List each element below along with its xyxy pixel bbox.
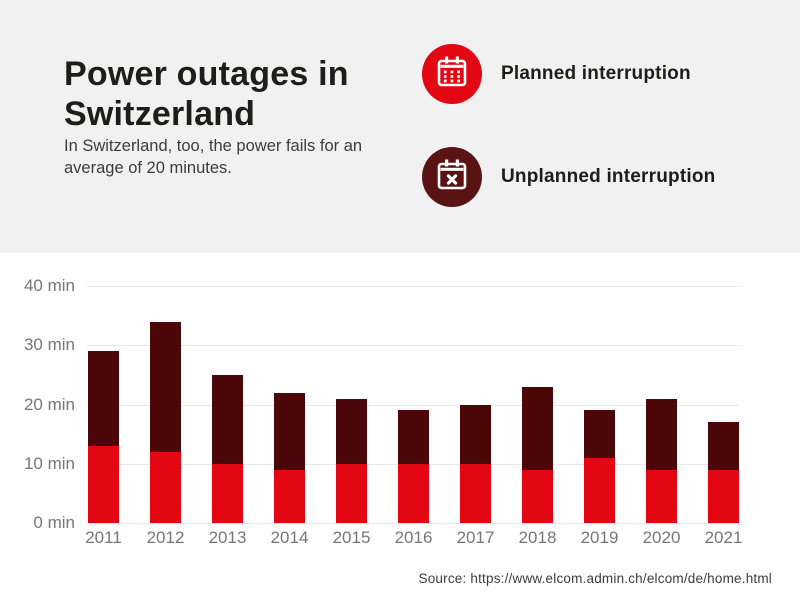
- bar-segment-planned: [522, 469, 553, 523]
- bar-segment-planned: [584, 457, 615, 523]
- bar-segment-planned: [336, 463, 367, 523]
- x-tick-label: 2017: [456, 528, 495, 547]
- source-note: Source: https://www.elcom.admin.ch/elcom…: [418, 571, 772, 586]
- bar-segment-planned: [646, 469, 677, 523]
- bar-segment-unplanned: [584, 410, 615, 458]
- page-title: Power outages in Switzerland: [64, 55, 349, 134]
- y-tick-label: 20 min: [23, 394, 75, 414]
- gridline: [87, 523, 739, 524]
- bar-segment-unplanned: [398, 410, 429, 464]
- bar-segment-planned: [88, 445, 119, 523]
- x-tick-label: 2014: [270, 528, 309, 547]
- x-tick-label: 2021: [704, 528, 743, 547]
- bar-segment-unplanned: [150, 321, 181, 452]
- calendar-x-icon: [422, 147, 482, 207]
- legend-label-planned: Planned interruption: [501, 63, 691, 84]
- legend-item-planned: Planned interruption: [422, 44, 691, 104]
- x-tick-label: 2011: [85, 528, 122, 547]
- bar-segment-unplanned: [522, 386, 553, 470]
- bar-segment-planned: [212, 463, 243, 523]
- bar-segment-planned: [150, 451, 181, 523]
- bar-segment-planned: [398, 463, 429, 523]
- x-tick-label: 2020: [642, 528, 681, 547]
- x-tick-label: 2018: [518, 528, 557, 547]
- bar-segment-unplanned: [274, 392, 305, 470]
- y-tick-label: 30 min: [23, 335, 75, 355]
- header-section: Power outages in Switzerland In Switzerl…: [0, 0, 800, 253]
- gridline: [87, 404, 739, 406]
- bar-segment-unplanned: [460, 404, 491, 464]
- x-tick-label: 2012: [146, 528, 185, 547]
- page-subtitle: In Switzerland, too, the power fails for…: [64, 137, 363, 177]
- x-tick-label: 2013: [208, 528, 247, 547]
- y-tick-label: 0 min: [33, 513, 75, 532]
- y-tick-label: 10 min: [23, 453, 75, 473]
- y-tick-label: 40 min: [23, 276, 75, 295]
- x-tick-label: 2019: [580, 528, 619, 547]
- bar-segment-unplanned: [212, 374, 243, 464]
- bar-segment-unplanned: [336, 398, 367, 464]
- legend-item-unplanned: Unplanned interruption: [422, 147, 715, 207]
- x-tick-label: 2016: [394, 528, 433, 547]
- legend-label-unplanned: Unplanned interruption: [501, 166, 716, 187]
- gridline: [87, 345, 739, 347]
- bar-segment-planned: [460, 463, 491, 523]
- x-tick-label: 2015: [332, 528, 371, 547]
- gridline: [87, 286, 739, 287]
- bar-segment-planned: [274, 469, 305, 523]
- bar-segment-unplanned: [646, 398, 677, 470]
- bar-segment-planned: [708, 469, 739, 523]
- bar-segment-unplanned: [708, 422, 739, 470]
- calendar-grid-icon: [422, 44, 482, 104]
- bar-segment-unplanned: [88, 351, 119, 446]
